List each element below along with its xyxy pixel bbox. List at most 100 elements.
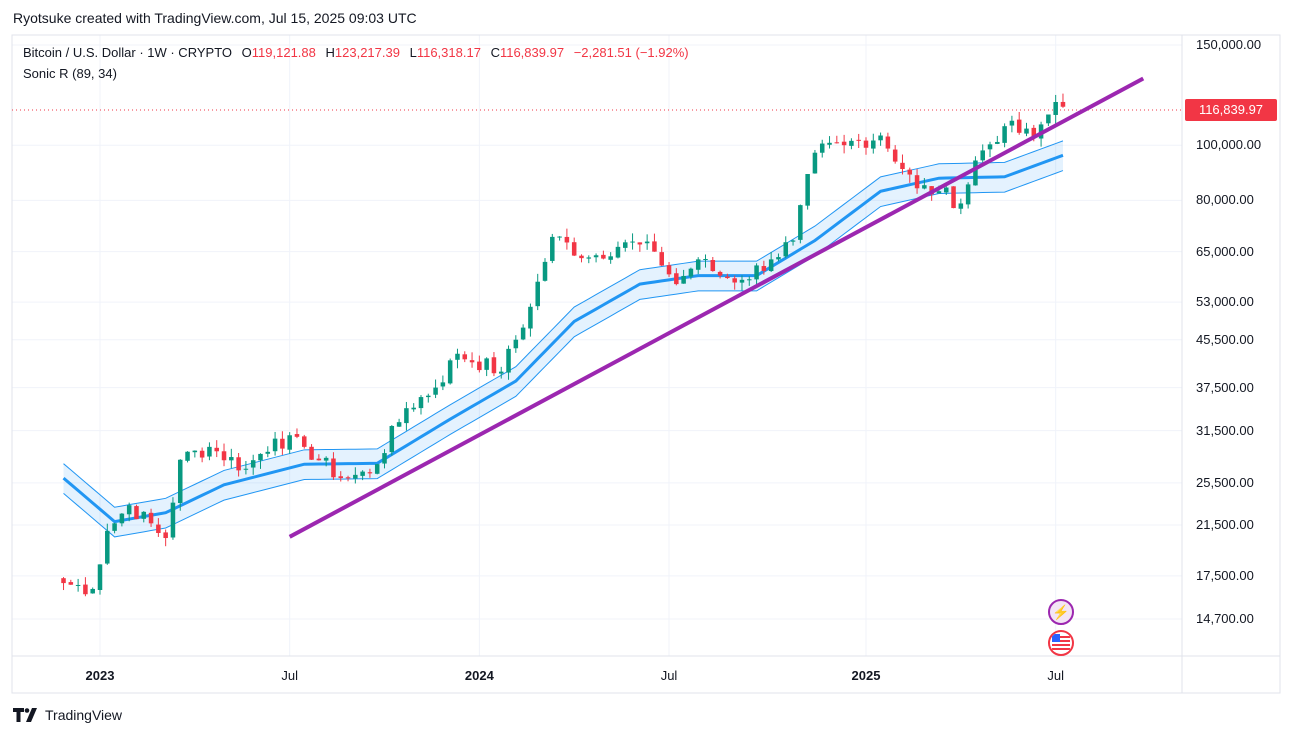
time-tick-label: 2023 <box>85 668 115 683</box>
symbol-legend[interactable]: Bitcoin / U.S. Dollar · 1W · CRYPTO O119… <box>23 45 689 60</box>
candle-body <box>681 275 686 284</box>
candle <box>141 511 147 523</box>
candle <box>951 186 956 209</box>
candle-body <box>943 187 949 193</box>
price-tick-label: 45,500.00 <box>1196 331 1254 347</box>
candle-body <box>885 136 891 149</box>
candle <box>958 198 964 215</box>
candle <box>309 444 314 460</box>
candle-body <box>360 471 365 476</box>
candle <box>1009 115 1015 133</box>
candle-body <box>768 259 774 272</box>
candle <box>827 136 832 149</box>
candle <box>1046 114 1051 127</box>
candle <box>601 250 606 260</box>
candle-body <box>250 460 256 468</box>
candles <box>61 93 1066 597</box>
candle <box>411 403 416 412</box>
chart-attribution: Ryotsuke created with TradingView.com, J… <box>13 10 417 26</box>
candle <box>498 366 504 379</box>
candle-body <box>90 588 95 594</box>
candle <box>353 467 358 484</box>
candle <box>469 352 475 368</box>
indicator-legend[interactable]: Sonic R (89, 34) <box>23 66 117 81</box>
candle-body <box>819 143 825 153</box>
candle <box>768 251 774 272</box>
candle-body <box>447 360 453 384</box>
us-flag-icon[interactable] <box>1048 630 1074 656</box>
candle-body <box>783 242 789 257</box>
candle <box>564 228 570 250</box>
candle-body <box>841 141 847 146</box>
candle-body <box>695 259 701 270</box>
change-value: −2,281.51 (−1.92%) <box>573 45 689 60</box>
candle-body <box>170 502 176 538</box>
candle-body <box>418 397 424 409</box>
candle <box>1016 112 1022 135</box>
price-tick-label: 65,000.00 <box>1196 243 1254 259</box>
candle-body <box>659 252 664 266</box>
candle <box>790 239 796 246</box>
candle-body <box>455 353 460 360</box>
candle-body <box>229 457 234 461</box>
candle-body <box>878 135 883 141</box>
candle <box>965 182 971 209</box>
candle-body <box>309 446 314 460</box>
candle-body <box>1053 102 1058 115</box>
candle <box>943 185 949 195</box>
candle-body <box>214 447 219 452</box>
candle <box>229 448 234 469</box>
candle <box>338 471 344 482</box>
candle-body <box>622 242 628 248</box>
candle <box>900 154 905 175</box>
candle-body <box>1009 120 1015 126</box>
candle-body <box>973 160 978 186</box>
time-tick-label: Jul <box>281 668 298 683</box>
candle-body <box>280 438 285 449</box>
candle-body <box>907 169 913 175</box>
candle <box>243 460 249 475</box>
candle <box>185 451 190 463</box>
candle <box>586 255 592 264</box>
candle-body <box>484 358 489 370</box>
candle <box>97 564 103 595</box>
price-tick-label: 31,500.00 <box>1196 422 1254 438</box>
lightning-icon[interactable]: ⚡ <box>1048 599 1074 625</box>
candle <box>126 502 132 522</box>
candle <box>360 470 365 481</box>
low-label: L <box>409 45 417 60</box>
candle <box>134 504 139 520</box>
candle <box>1060 93 1066 108</box>
candle <box>90 587 95 594</box>
flag-graphic <box>1052 634 1070 652</box>
price-tick-label: 53,000.00 <box>1196 294 1254 310</box>
candle <box>652 233 657 252</box>
candle-body <box>754 265 759 280</box>
candle <box>528 303 533 337</box>
candle <box>382 449 387 469</box>
candle <box>265 446 271 458</box>
tradingview-logo[interactable]: TradingView <box>13 707 122 723</box>
candle-body <box>674 273 679 285</box>
candle <box>783 236 789 259</box>
candle <box>987 141 993 158</box>
candle <box>105 523 110 565</box>
candle <box>812 149 818 174</box>
candle-body <box>207 446 212 457</box>
candle <box>1002 123 1007 148</box>
price-tick-label: 17,500.00 <box>1196 567 1254 583</box>
candle <box>644 234 650 250</box>
candle-body <box>105 530 110 564</box>
candle-body <box>637 242 643 245</box>
candle <box>331 452 336 480</box>
candle-body <box>608 256 613 260</box>
candle-body <box>294 434 300 437</box>
price-tick-label: 100,000.00 <box>1196 137 1262 153</box>
candle-body <box>389 425 395 453</box>
candle <box>396 418 402 427</box>
candle <box>637 242 643 252</box>
candle-body <box>747 279 752 281</box>
candle-body <box>338 476 344 479</box>
candle-body <box>805 174 810 206</box>
